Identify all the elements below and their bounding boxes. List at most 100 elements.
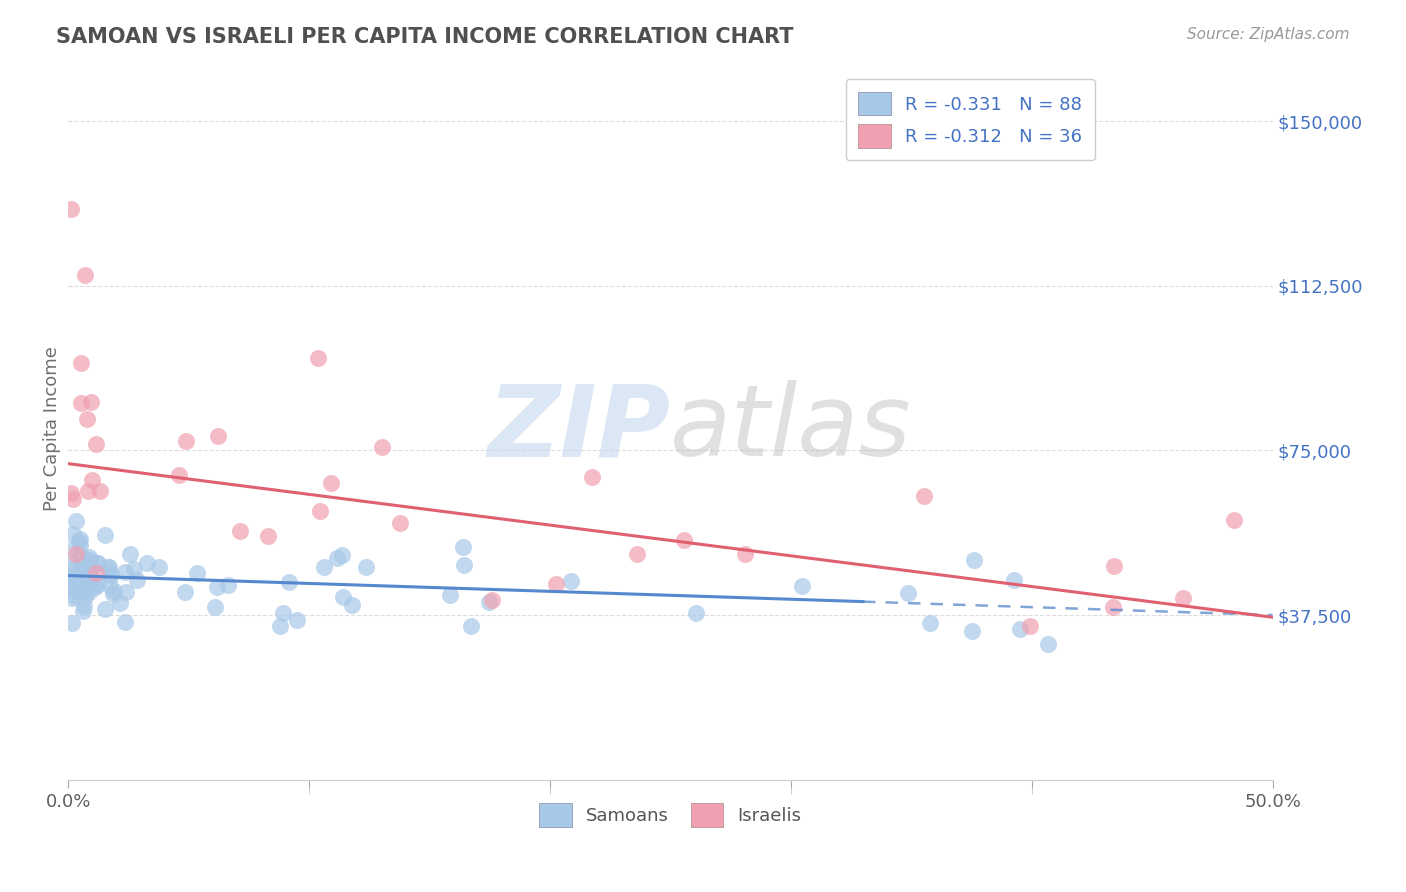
Point: [174, 585, 197, 599]
Point: [332, 590, 354, 604]
Point: [65, 584, 87, 599]
Text: atlas: atlas: [671, 380, 912, 477]
Point: [205, 580, 228, 594]
Point: [125, 573, 148, 587]
Point: [69, 565, 91, 579]
Point: [86, 556, 108, 570]
Point: [67, 534, 90, 549]
Point: [70, 560, 93, 574]
Point: [1223, 513, 1246, 527]
Point: [76, 412, 98, 426]
Point: [560, 574, 582, 588]
Point: [269, 619, 291, 633]
Point: [174, 434, 197, 449]
Point: [86, 436, 108, 450]
Point: [65, 514, 87, 528]
Point: [460, 619, 482, 633]
Point: [79, 395, 101, 409]
Point: [544, 577, 567, 591]
Point: [371, 440, 394, 454]
Point: [66, 571, 89, 585]
Point: [685, 606, 707, 620]
Point: [69, 396, 91, 410]
Point: [103, 583, 125, 598]
Point: [73, 599, 96, 613]
Text: SAMOAN VS ISRAELI PER CAPITA INCOME CORRELATION CHART: SAMOAN VS ISRAELI PER CAPITA INCOME CORR…: [56, 27, 794, 46]
Point: [330, 549, 353, 563]
Point: [1102, 558, 1125, 573]
Point: [63, 589, 86, 603]
Point: [69, 532, 91, 546]
Point: [278, 575, 301, 590]
Point: [94, 527, 117, 541]
Point: [285, 613, 308, 627]
Point: [80, 568, 103, 582]
Point: [98, 566, 121, 581]
Point: [82, 473, 104, 487]
Point: [72, 604, 94, 618]
Point: [73, 590, 96, 604]
Point: [75, 560, 97, 574]
Point: [1018, 619, 1040, 633]
Point: [307, 351, 329, 365]
Point: [77, 484, 100, 499]
Point: [101, 587, 124, 601]
Point: [340, 598, 363, 612]
Point: [75, 553, 97, 567]
Point: [86, 566, 108, 581]
Point: [59, 485, 82, 500]
Point: [734, 547, 756, 561]
Point: [59, 575, 82, 590]
Point: [229, 524, 252, 538]
Point: [69, 548, 91, 562]
Point: [354, 560, 377, 574]
Point: [70, 558, 93, 572]
Point: [70, 581, 93, 595]
Point: [114, 615, 136, 629]
Point: [256, 529, 278, 543]
Point: [451, 540, 474, 554]
Point: [918, 616, 941, 631]
Point: [79, 577, 101, 591]
Point: [62, 557, 84, 571]
Point: [69, 574, 91, 588]
Point: [62, 527, 84, 541]
Point: [626, 547, 648, 561]
Point: [87, 556, 110, 570]
Point: [94, 602, 117, 616]
Point: [89, 484, 111, 499]
Point: [309, 504, 332, 518]
Point: [207, 429, 229, 443]
Point: [326, 551, 349, 566]
Point: [912, 489, 935, 503]
Point: [59, 543, 82, 558]
Point: [321, 476, 343, 491]
Point: [69, 538, 91, 552]
Point: [59, 202, 82, 216]
Point: [60, 615, 83, 630]
Point: [83, 581, 105, 595]
Point: [114, 566, 136, 580]
Point: [1002, 573, 1025, 587]
Point: [108, 596, 131, 610]
Point: [389, 516, 412, 531]
Point: [960, 624, 983, 638]
Y-axis label: Per Capita Income: Per Capita Income: [44, 346, 60, 511]
Point: [97, 560, 120, 574]
Point: [790, 578, 813, 592]
Point: [65, 548, 87, 562]
Point: [86, 578, 108, 592]
Point: [120, 547, 142, 561]
Point: [124, 562, 146, 576]
Point: [167, 467, 190, 482]
Point: [1101, 599, 1123, 614]
Point: [1173, 591, 1195, 606]
Point: [478, 595, 501, 609]
Point: [1036, 637, 1059, 651]
Point: [77, 550, 100, 565]
Point: [79, 553, 101, 567]
Point: [59, 579, 82, 593]
Point: [439, 588, 461, 602]
Point: [186, 566, 208, 580]
Point: [98, 579, 121, 593]
